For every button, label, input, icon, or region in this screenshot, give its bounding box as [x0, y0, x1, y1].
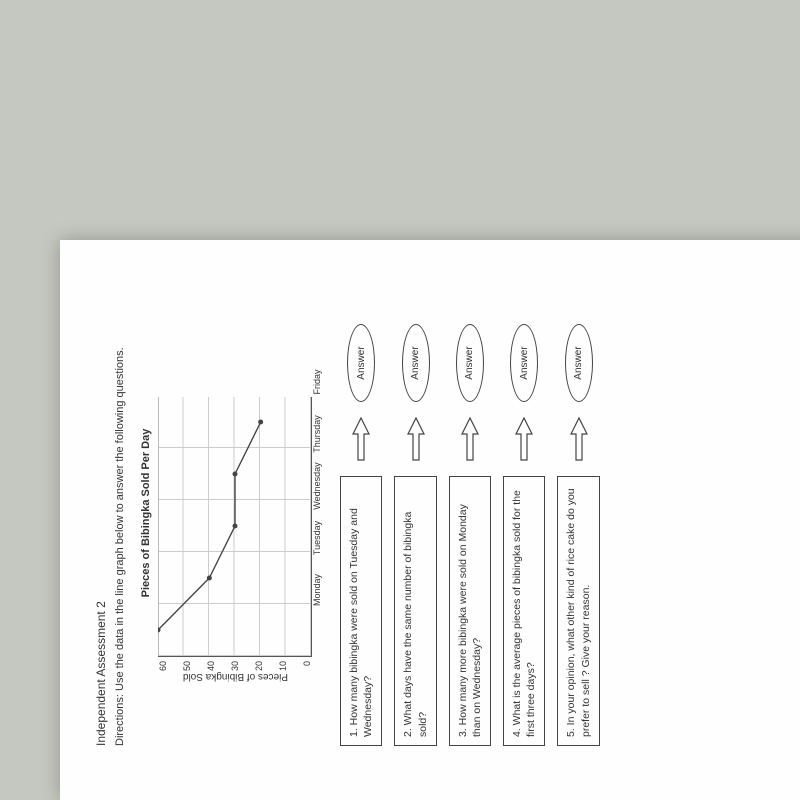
- question-row: 1. How many bibingka were sold on Tuesda…: [340, 280, 382, 746]
- question-box: 4. What is the average pieces of bibingk…: [503, 476, 545, 746]
- chart-ylabel: Pieces of Bibingka Sold: [158, 671, 312, 686]
- question-box: 3. How many more bibingka were sold on M…: [449, 476, 491, 746]
- xtick: Tuesday: [312, 512, 322, 564]
- question-box: 1. How many bibingka were sold on Tuesda…: [340, 476, 382, 746]
- arrow-right-icon: [569, 416, 589, 462]
- question-row: 2. What days have the same number of bib…: [394, 280, 436, 746]
- answer-oval: Answer: [456, 324, 484, 402]
- chart-yticks: 60 50 40 30 20 10 0: [158, 657, 312, 671]
- chart-xticks: Monday Tuesday Wednesday Thursday Friday: [312, 356, 322, 616]
- ytick: 20: [254, 661, 264, 671]
- ytick: 10: [278, 661, 288, 671]
- question-row: 4. What is the average pieces of bibingk…: [503, 280, 545, 746]
- chart-plot-area: [158, 397, 312, 657]
- ytick: 50: [182, 661, 192, 671]
- arrow-right-icon: [460, 416, 480, 462]
- arrow-right-icon: [406, 416, 426, 462]
- questions-list: 1. How many bibingka were sold on Tuesda…: [340, 280, 600, 746]
- ytick: 60: [158, 661, 168, 671]
- answer-oval: Answer: [347, 324, 375, 402]
- answer-oval: Answer: [402, 324, 430, 402]
- answer-oval: Answer: [565, 324, 593, 402]
- xtick: Thursday: [312, 408, 322, 460]
- directions-text: Directions: Use the data in the line gra…: [114, 280, 126, 746]
- question-row: 5. In your opinion, what other kind of r…: [557, 280, 599, 746]
- chart-title: Pieces of Bibingka Sold Per Day: [140, 280, 152, 746]
- ytick: 40: [206, 661, 216, 671]
- xtick: Friday: [312, 356, 322, 408]
- ytick: 0: [302, 661, 312, 671]
- line-chart: Pieces of Bibingka Sold 60 50 40 30 20 1…: [158, 356, 322, 686]
- question-box: 5. In your opinion, what other kind of r…: [557, 476, 599, 746]
- arrow-right-icon: [351, 416, 371, 462]
- assessment-heading: Independent Assessment 2: [94, 280, 108, 746]
- xtick: Wednesday: [312, 460, 322, 512]
- worksheet-paper: Independent Assessment 2 Directions: Use…: [60, 240, 800, 800]
- question-row: 3. How many more bibingka were sold on M…: [449, 280, 491, 746]
- answer-oval: Answer: [510, 324, 538, 402]
- arrow-right-icon: [514, 416, 534, 462]
- ytick: 30: [230, 661, 240, 671]
- question-box: 2. What days have the same number of bib…: [394, 476, 436, 746]
- xtick: Monday: [312, 564, 322, 616]
- chart-line-svg: [158, 396, 312, 656]
